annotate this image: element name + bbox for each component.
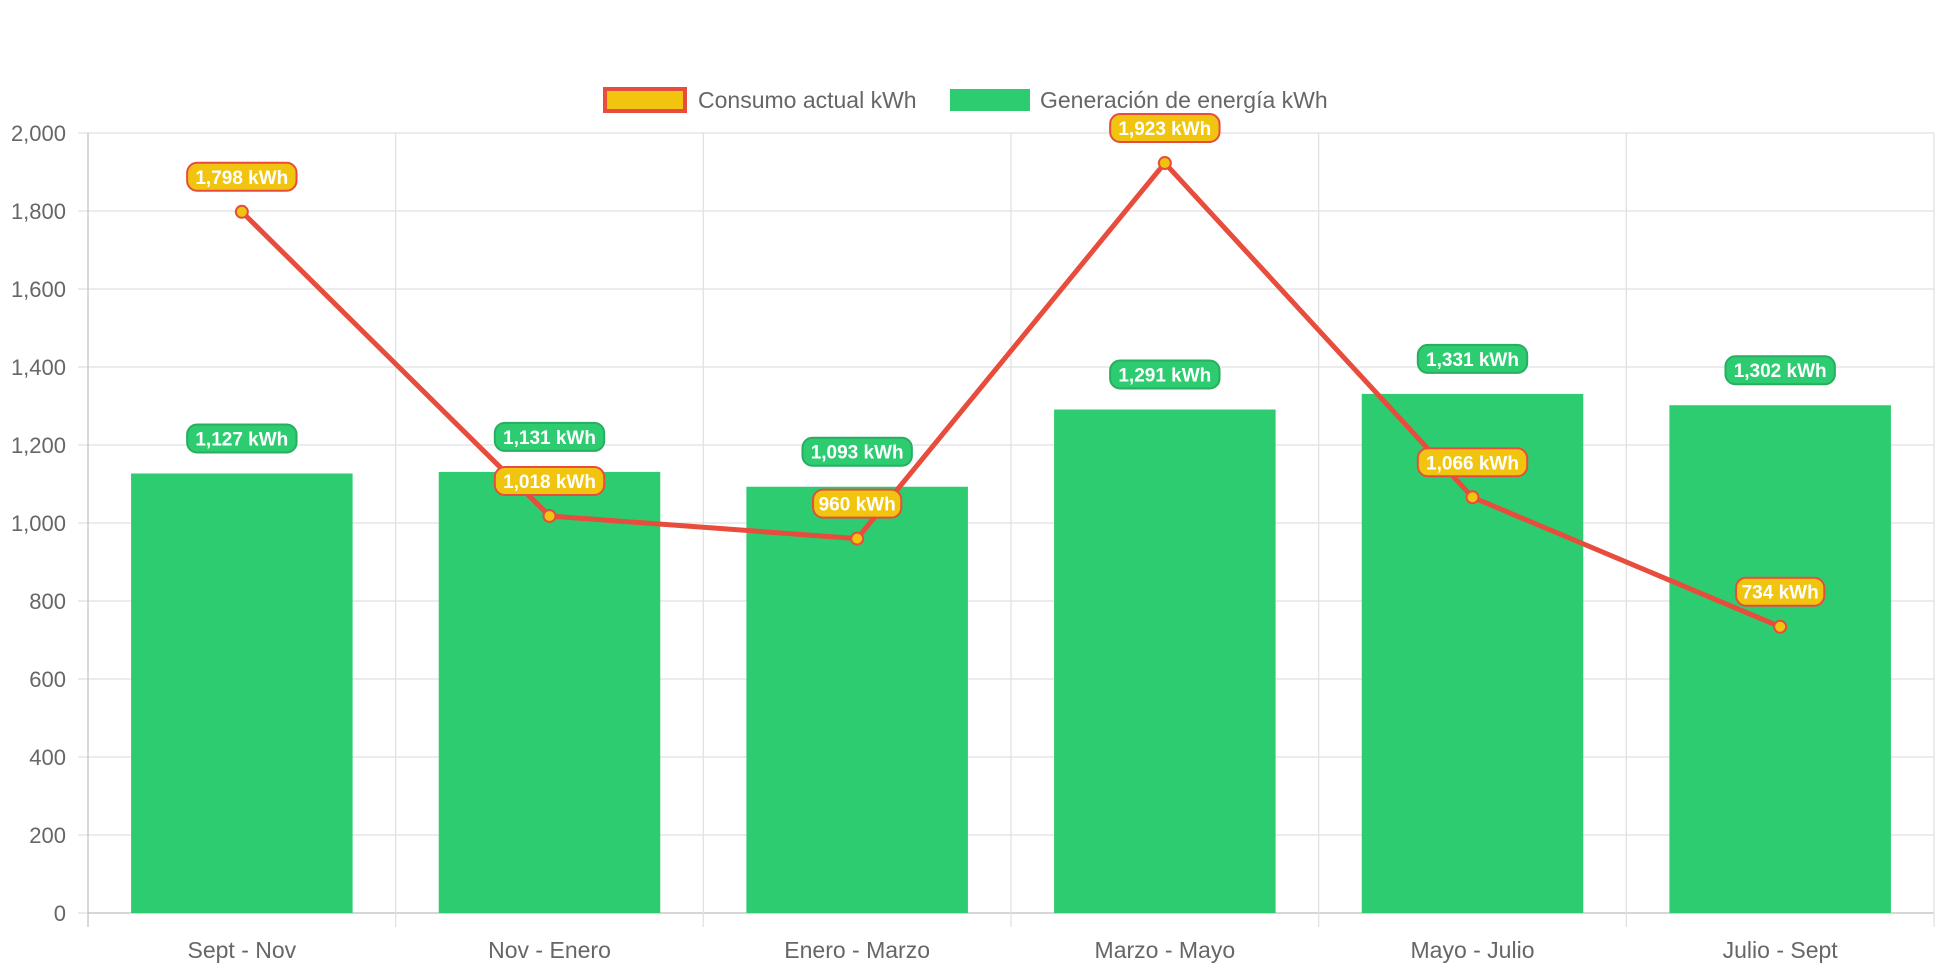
y-tick-label: 0	[54, 901, 66, 926]
line-series-consumo	[234, 156, 1788, 634]
point-consumo[interactable]	[1157, 156, 1172, 171]
data-label-consumo: 960 kWh	[812, 488, 903, 519]
legend: Consumo actual kWh Generación de energía…	[603, 87, 1328, 113]
line-consumo	[240, 160, 1782, 630]
y-tick-label: 1,400	[11, 355, 66, 380]
y-tick-label: 200	[29, 823, 66, 848]
data-label-generacion-text: 1,131 kWh	[503, 428, 596, 449]
data-label-generacion-bg	[1724, 355, 1836, 386]
data-label-consumo: 1,018 kWh	[493, 465, 606, 496]
point-consumo[interactable]	[234, 204, 249, 219]
x-axis: Sept - Nov Nov - Enero Enero - Marzo Marzo …	[188, 937, 1839, 963]
legend-label-generacion[interactable]: Generación de energía kWh	[1040, 87, 1328, 113]
y-tick-label: 400	[29, 745, 66, 770]
bar-series-generacion	[131, 393, 1891, 913]
x-tick-label: Mayo - Julio	[1411, 937, 1535, 963]
x-tick-label: Julio - Sept	[1723, 937, 1839, 963]
data-label-consumo-bg	[812, 488, 903, 519]
data-label-consumo: 734 kWh	[1735, 576, 1826, 607]
bar-generacion[interactable]	[1361, 393, 1584, 913]
legend-swatch-generacion[interactable]	[950, 89, 1030, 111]
y-tick-label: 600	[29, 667, 66, 692]
data-label-generacion-bg	[186, 423, 298, 454]
data-label-consumo-text: 1,798 kWh	[195, 168, 288, 189]
data-label-generacion-text: 1,302 kWh	[1734, 361, 1827, 382]
y-tick-label: 1,200	[11, 433, 66, 458]
data-label-generacion: 1,131 kWh	[493, 421, 606, 452]
y-tick-label: 1,600	[11, 277, 66, 302]
bar-generacion[interactable]	[746, 486, 968, 913]
data-label-consumo-bg	[493, 465, 606, 496]
y-tick-label: 1,800	[11, 199, 66, 224]
data-label-consumo-bg	[186, 161, 298, 192]
data-label-generacion: 1,331 kWh	[1416, 343, 1529, 374]
data-label-consumo-text: 1,923 kWh	[1118, 119, 1211, 140]
data-label-generacion-bg	[1109, 359, 1221, 390]
legend-label-consumo[interactable]: Consumo actual kWh	[698, 87, 917, 113]
data-label-generacion: 1,093 kWh	[801, 436, 913, 467]
data-label-consumo: 1,923 kWh	[1109, 113, 1221, 144]
data-label-consumo-text: 734 kWh	[1742, 583, 1819, 604]
x-tick-label: Marzo - Mayo	[1095, 937, 1236, 963]
data-label-consumo-text: 1,018 kWh	[503, 472, 596, 493]
data-label-generacion: 1,127 kWh	[186, 423, 298, 454]
bar-generacion[interactable]	[438, 471, 661, 913]
bar-generacion[interactable]	[1054, 409, 1276, 913]
data-label-consumo-bg	[1109, 113, 1221, 144]
data-label-generacion-text: 1,331 kWh	[1426, 350, 1519, 371]
data-labels: 1,127 kWh 1,131 kWh 1,093 kWh 1,291 kWh 1,33…	[186, 113, 1836, 607]
data-label-generacion: 1,302 kWh	[1724, 355, 1836, 386]
y-tick-label: 1,000	[11, 511, 66, 536]
x-tick-label: Enero - Marzo	[784, 937, 930, 963]
data-label-generacion-text: 1,127 kWh	[195, 429, 288, 450]
point-consumo[interactable]	[1773, 619, 1788, 634]
point-consumo[interactable]	[850, 531, 865, 546]
data-label-consumo-bg	[1416, 447, 1529, 478]
data-label-generacion: 1,291 kWh	[1109, 359, 1221, 390]
bar-generacion[interactable]	[131, 473, 353, 913]
data-label-generacion-bg	[801, 436, 913, 467]
legend-swatch-consumo[interactable]	[603, 87, 687, 113]
data-label-consumo-text: 960 kWh	[819, 495, 896, 516]
y-tick-label: 2,000	[11, 121, 66, 146]
bar-generacion[interactable]	[1669, 405, 1891, 913]
data-label-consumo-bg	[1735, 576, 1826, 607]
data-label-generacion-text: 1,093 kWh	[811, 443, 904, 464]
data-label-generacion-bg	[1416, 343, 1529, 374]
data-label-generacion-text: 1,291 kWh	[1118, 366, 1211, 387]
gridlines	[78, 132, 1935, 927]
point-consumo[interactable]	[542, 508, 557, 523]
data-label-consumo: 1,066 kWh	[1416, 447, 1529, 478]
x-tick-label: Nov - Enero	[488, 937, 611, 963]
point-consumo[interactable]	[1465, 490, 1480, 505]
data-label-consumo-text: 1,066 kWh	[1426, 453, 1519, 474]
y-axis: 0 200 400 600 800 1,000 1,200 1,400 1,600 1,800 2,…	[11, 121, 66, 926]
x-tick-label: Sept - Nov	[188, 937, 297, 963]
data-label-consumo: 1,798 kWh	[186, 161, 298, 192]
data-label-generacion-bg	[493, 421, 606, 452]
y-tick-label: 800	[29, 589, 66, 614]
